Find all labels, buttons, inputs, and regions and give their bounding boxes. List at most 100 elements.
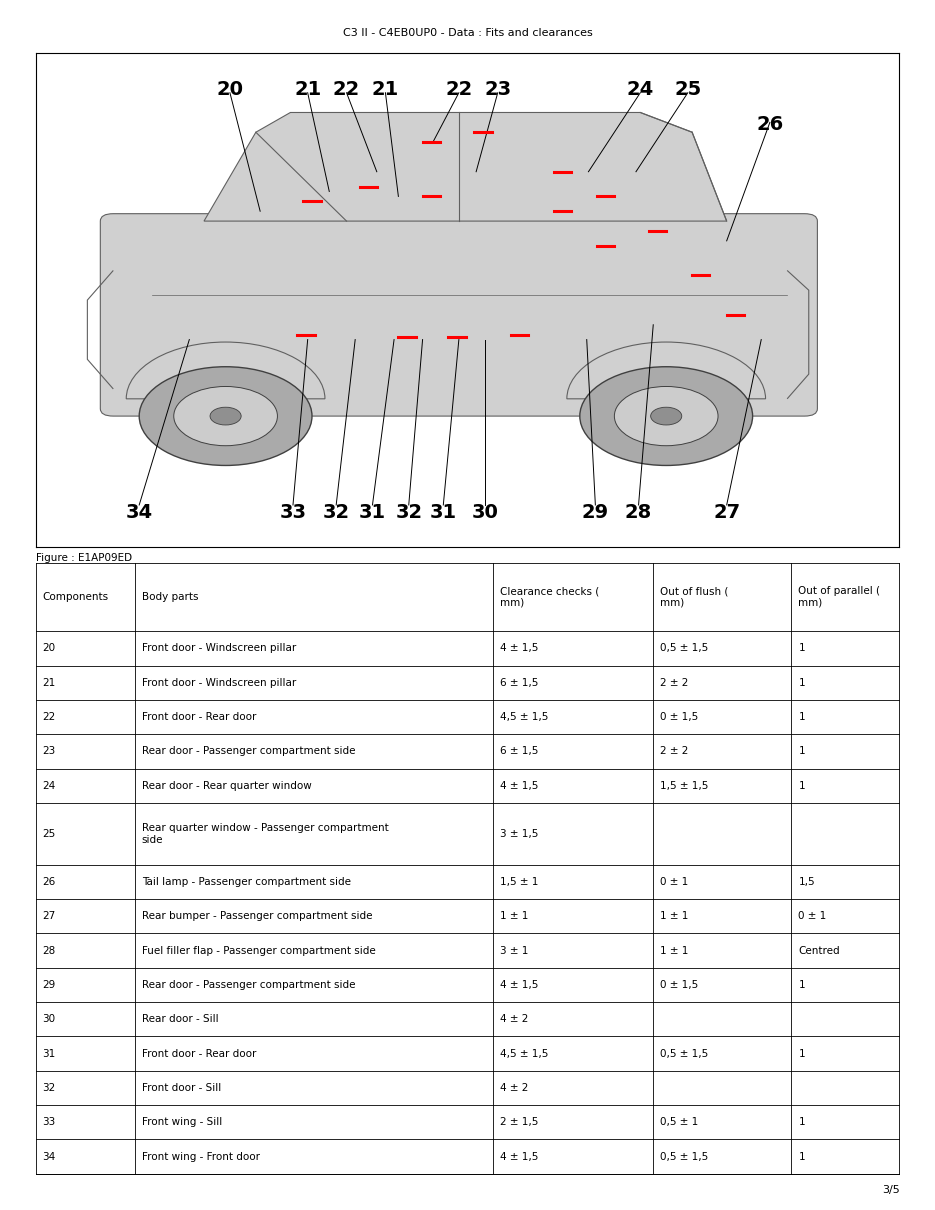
Text: 4,5 ± 1,5: 4,5 ± 1,5 bbox=[500, 1049, 549, 1059]
Text: Clearance checks (
mm): Clearance checks ( mm) bbox=[500, 586, 599, 607]
Text: 4 ± 2: 4 ± 2 bbox=[500, 1083, 528, 1093]
Text: Rear bumper - Passenger compartment side: Rear bumper - Passenger compartment side bbox=[142, 911, 372, 921]
Text: 1 ± 1: 1 ± 1 bbox=[500, 911, 528, 921]
Text: 4 ± 1,5: 4 ± 1,5 bbox=[500, 780, 539, 791]
Text: 23: 23 bbox=[484, 80, 511, 99]
Text: 0 ± 1: 0 ± 1 bbox=[798, 911, 827, 921]
Text: Out of parallel (
mm): Out of parallel ( mm) bbox=[798, 586, 881, 607]
Circle shape bbox=[174, 386, 278, 445]
FancyBboxPatch shape bbox=[100, 214, 817, 416]
Text: 0,5 ± 1,5: 0,5 ± 1,5 bbox=[660, 1152, 709, 1162]
Text: 32: 32 bbox=[42, 1083, 56, 1093]
Text: 1,5: 1,5 bbox=[798, 877, 815, 887]
Text: 33: 33 bbox=[280, 503, 307, 523]
Text: Front door - Sill: Front door - Sill bbox=[142, 1083, 221, 1093]
Text: 34: 34 bbox=[125, 503, 152, 523]
Text: 0 ± 1,5: 0 ± 1,5 bbox=[660, 980, 698, 990]
Text: 31: 31 bbox=[359, 503, 386, 523]
Text: Rear door - Sill: Rear door - Sill bbox=[142, 1014, 219, 1024]
Text: Rear door - Passenger compartment side: Rear door - Passenger compartment side bbox=[142, 980, 355, 990]
Text: 29: 29 bbox=[582, 503, 609, 523]
Text: 24: 24 bbox=[626, 80, 654, 99]
Text: 1: 1 bbox=[798, 980, 805, 990]
Circle shape bbox=[614, 386, 718, 445]
Text: 28: 28 bbox=[625, 503, 653, 523]
Text: 6 ± 1,5: 6 ± 1,5 bbox=[500, 678, 539, 687]
Text: 1: 1 bbox=[798, 1152, 805, 1162]
Text: 1: 1 bbox=[798, 713, 805, 722]
Text: 0,5 ± 1,5: 0,5 ± 1,5 bbox=[660, 644, 709, 653]
Text: 1 ± 1: 1 ± 1 bbox=[660, 911, 688, 921]
Text: 30: 30 bbox=[471, 503, 498, 523]
Text: 22: 22 bbox=[333, 80, 360, 99]
Text: Front door - Rear door: Front door - Rear door bbox=[142, 1049, 256, 1059]
Text: Rear door - Passenger compartment side: Rear door - Passenger compartment side bbox=[142, 747, 355, 756]
Text: 1: 1 bbox=[798, 780, 805, 791]
Text: Front wing - Sill: Front wing - Sill bbox=[142, 1117, 222, 1128]
Text: 1,5 ± 1,5: 1,5 ± 1,5 bbox=[660, 780, 709, 791]
Text: 4 ± 2: 4 ± 2 bbox=[500, 1014, 528, 1024]
Text: 33: 33 bbox=[42, 1117, 56, 1128]
Text: 2 ± 2: 2 ± 2 bbox=[660, 747, 688, 756]
Text: Front door - Rear door: Front door - Rear door bbox=[142, 713, 256, 722]
Text: 32: 32 bbox=[396, 503, 423, 523]
Text: 2 ± 2: 2 ± 2 bbox=[660, 678, 688, 687]
Text: 34: 34 bbox=[42, 1152, 56, 1162]
Text: 1: 1 bbox=[798, 678, 805, 687]
Text: 0 ± 1,5: 0 ± 1,5 bbox=[660, 713, 698, 722]
Text: 3/5: 3/5 bbox=[882, 1186, 899, 1195]
Text: Rear door - Rear quarter window: Rear door - Rear quarter window bbox=[142, 780, 311, 791]
Circle shape bbox=[580, 367, 753, 466]
Text: 26: 26 bbox=[42, 877, 56, 887]
Text: 31: 31 bbox=[430, 503, 457, 523]
Text: 31: 31 bbox=[42, 1049, 56, 1059]
Text: 25: 25 bbox=[42, 829, 56, 839]
Text: Figure : E1AP09ED: Figure : E1AP09ED bbox=[36, 553, 132, 563]
Text: Front wing - Front door: Front wing - Front door bbox=[142, 1152, 260, 1162]
Text: 27: 27 bbox=[42, 911, 56, 921]
Text: 32: 32 bbox=[323, 503, 350, 523]
Wedge shape bbox=[567, 342, 766, 399]
Text: 21: 21 bbox=[294, 80, 322, 99]
Text: 28: 28 bbox=[42, 945, 56, 956]
Text: 1: 1 bbox=[798, 1049, 805, 1059]
Text: Rear quarter window - Passenger compartment
side: Rear quarter window - Passenger compartm… bbox=[142, 823, 389, 845]
Text: 26: 26 bbox=[756, 115, 784, 134]
Text: 27: 27 bbox=[713, 503, 741, 523]
Text: 4,5 ± 1,5: 4,5 ± 1,5 bbox=[500, 713, 549, 722]
Text: 1,5 ± 1: 1,5 ± 1 bbox=[500, 877, 539, 887]
Text: 3 ± 1,5: 3 ± 1,5 bbox=[500, 829, 539, 839]
Polygon shape bbox=[204, 113, 726, 221]
Text: 25: 25 bbox=[674, 80, 701, 99]
Text: 22: 22 bbox=[445, 80, 472, 99]
Text: 4 ± 1,5: 4 ± 1,5 bbox=[500, 980, 539, 990]
Text: 0,5 ± 1: 0,5 ± 1 bbox=[660, 1117, 698, 1128]
Text: 1: 1 bbox=[798, 747, 805, 756]
Text: 30: 30 bbox=[42, 1014, 55, 1024]
Text: 1: 1 bbox=[798, 644, 805, 653]
Text: Front door - Windscreen pillar: Front door - Windscreen pillar bbox=[142, 678, 296, 687]
Circle shape bbox=[651, 408, 682, 425]
Text: 0 ± 1: 0 ± 1 bbox=[660, 877, 688, 887]
Text: Out of flush (
mm): Out of flush ( mm) bbox=[660, 586, 728, 607]
Text: 1 ± 1: 1 ± 1 bbox=[660, 945, 688, 956]
Text: 6 ± 1,5: 6 ± 1,5 bbox=[500, 747, 539, 756]
Wedge shape bbox=[126, 342, 325, 399]
Text: 1: 1 bbox=[798, 1117, 805, 1128]
Text: 3 ± 1: 3 ± 1 bbox=[500, 945, 528, 956]
Text: 4 ± 1,5: 4 ± 1,5 bbox=[500, 644, 539, 653]
Text: Components: Components bbox=[42, 592, 108, 603]
Text: 21: 21 bbox=[42, 678, 56, 687]
Text: Tail lamp - Passenger compartment side: Tail lamp - Passenger compartment side bbox=[142, 877, 351, 887]
Text: 24: 24 bbox=[42, 780, 56, 791]
Text: 20: 20 bbox=[216, 80, 243, 99]
Text: Fuel filler flap - Passenger compartment side: Fuel filler flap - Passenger compartment… bbox=[142, 945, 376, 956]
Text: 21: 21 bbox=[372, 80, 399, 99]
Text: 4 ± 1,5: 4 ± 1,5 bbox=[500, 1152, 539, 1162]
Text: Front door - Windscreen pillar: Front door - Windscreen pillar bbox=[142, 644, 296, 653]
Text: 29: 29 bbox=[42, 980, 56, 990]
Text: Body parts: Body parts bbox=[142, 592, 198, 603]
Circle shape bbox=[139, 367, 312, 466]
Text: Centred: Centred bbox=[798, 945, 840, 956]
Text: 0,5 ± 1,5: 0,5 ± 1,5 bbox=[660, 1049, 709, 1059]
